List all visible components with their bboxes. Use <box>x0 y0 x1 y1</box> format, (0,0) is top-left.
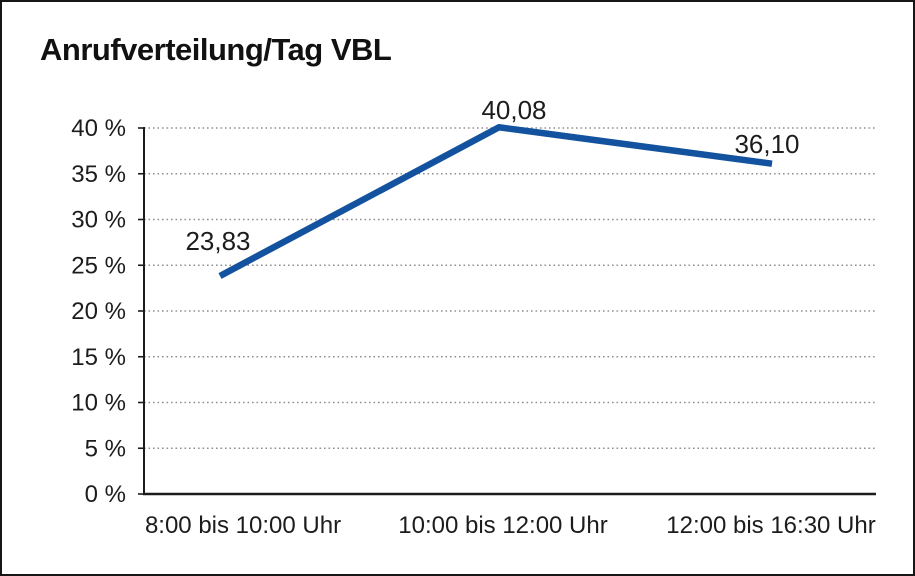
y-tick-label: 30 % <box>71 207 126 234</box>
x-tick-label: 10:00 bis 12:00 Uhr <box>398 512 607 539</box>
y-tick-label: 5 % <box>85 435 126 462</box>
data-label: 23,83 <box>185 226 250 256</box>
data-label: 40,08 <box>481 95 546 125</box>
y-tick-label: 40 % <box>71 115 126 142</box>
y-tick-label: 15 % <box>71 344 126 371</box>
chart-title: Anrufverteilung/Tag VBL <box>40 32 392 67</box>
data-line <box>218 124 773 279</box>
y-tick-label: 25 % <box>71 252 126 279</box>
y-tick-label: 35 % <box>71 161 126 188</box>
x-tick-label: 8:00 bis 10:00 Uhr <box>145 512 341 539</box>
data-label: 36,10 <box>734 129 799 159</box>
y-tick-label: 0 % <box>85 481 126 508</box>
y-tick-label: 20 % <box>71 298 126 325</box>
x-tick-label: 12:00 bis 16:30 Uhr <box>666 512 875 539</box>
y-tick-label: 10 % <box>71 390 126 417</box>
